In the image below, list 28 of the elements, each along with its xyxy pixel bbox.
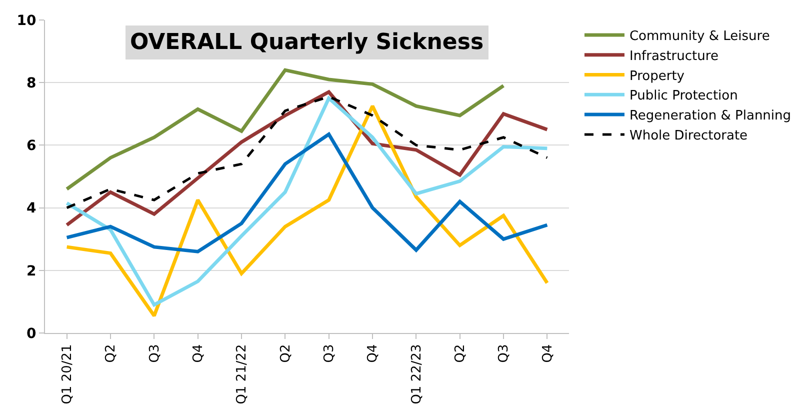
y-tick-label: 0 <box>26 326 36 342</box>
line-series <box>66 95 548 210</box>
x-tick-label: Q3 <box>147 344 162 363</box>
y-tick-label: 6 <box>26 138 36 154</box>
line-series <box>65 68 506 191</box>
y-tick-label: 8 <box>26 76 36 92</box>
text: OVERALL Quarterly Sickness <box>130 30 484 55</box>
legend-label: Infrastructure <box>629 48 718 64</box>
legend-label: Whole Directorate <box>629 128 748 144</box>
x-tick-label: Q3 <box>322 344 338 363</box>
x-tick-label: Q4 <box>366 344 381 363</box>
x-tick-label: Q1 22/23 <box>409 344 424 404</box>
x-tick-label: Q4 <box>540 344 556 363</box>
line-series <box>65 132 549 254</box>
x-tick-label: Q1 21/22 <box>234 344 250 404</box>
x-tick-label: Q1 20/21 <box>60 344 76 404</box>
y-tick-label: 4 <box>26 200 36 217</box>
legend-label: Public Protection <box>629 88 738 104</box>
legend-label: Community & Leisure <box>629 29 770 44</box>
x-tick-label: Q2 <box>104 344 119 363</box>
y-tick-label: 10 <box>16 12 36 29</box>
legend-label: Regeneration & Planning <box>629 108 792 124</box>
x-tick-label: Q3 <box>496 344 512 363</box>
x-tick-label: Q2 <box>453 344 468 363</box>
x-tick-label: Q2 <box>278 344 294 363</box>
x-tick-label: Q4 <box>191 344 206 363</box>
legend-label: Property <box>629 68 685 84</box>
y-tick-label: 2 <box>26 263 36 280</box>
